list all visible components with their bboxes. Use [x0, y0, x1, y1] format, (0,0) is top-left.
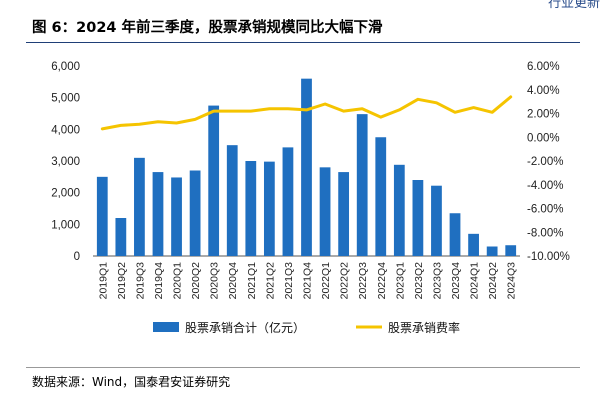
title-divider — [26, 42, 580, 43]
left-tick-label: 1,000 — [51, 219, 80, 231]
left-tick-label: 0 — [74, 251, 80, 263]
x-axis-ticks: 2019Q1 2019Q2 2019Q3 2019Q4 2020Q1 2020Q2 2020… — [97, 262, 517, 300]
x-tick-label: 2020Q3 — [209, 262, 221, 300]
right-tick-label: 0.00% — [527, 132, 560, 144]
left-tick-label: 6,000 — [51, 61, 80, 73]
x-tick-label: 2021Q3 — [283, 262, 295, 300]
x-tick-label: 2023Q3 — [431, 262, 443, 300]
x-tick-label: 2019Q4 — [153, 262, 165, 300]
right-tick-label: 6.00% — [527, 61, 560, 73]
left-tick-label: 2,000 — [51, 188, 80, 200]
bar-2022Q3 — [356, 114, 368, 256]
footer-divider — [26, 367, 580, 368]
bar-2021Q2 — [263, 161, 275, 256]
bar-2019Q3 — [134, 157, 145, 256]
x-tick-label: 2019Q2 — [116, 262, 128, 300]
legend-label-bar: 股票承销合计（亿元） — [185, 320, 305, 335]
bar-2024Q2 — [486, 246, 498, 256]
x-tick-label: 2021Q4 — [302, 262, 314, 300]
legend-label-line: 股票承销费率 — [388, 320, 460, 335]
report-section-tag: 行业更新 — [547, 0, 600, 11]
bar-2019Q4 — [152, 172, 164, 256]
left-axis-ticks: 0 1,000 2,000 3,000 4,000 5,000 6,000 — [51, 61, 80, 263]
bar-2021Q3 — [282, 147, 294, 256]
right-axis-ticks: -10.00% -8.00% -6.00% -4.00% -2.00% 0.00% 2.00… — [527, 61, 570, 263]
bar-2019Q1 — [96, 176, 108, 256]
right-tick-label: 4.00% — [527, 85, 560, 97]
x-tick-label: 2022Q3 — [357, 262, 369, 300]
right-tick-label: -6.00% — [527, 204, 563, 216]
x-tick-label: 2023Q2 — [413, 262, 425, 300]
bar-2023Q4 — [449, 213, 461, 256]
bar-2024Q3 — [505, 245, 517, 256]
bar-2019Q2 — [115, 218, 127, 256]
data-source-note: 数据来源：Wind，国泰君安证券研究 — [32, 375, 231, 389]
x-tick-label: 2019Q1 — [97, 262, 109, 300]
right-tick-label: -2.00% — [527, 156, 563, 168]
x-tick-label: 2022Q2 — [339, 262, 351, 300]
right-tick-label: -10.00% — [527, 251, 570, 263]
bar-2022Q4 — [375, 137, 387, 256]
x-tick-label: 2024Q1 — [469, 262, 481, 300]
fee-rate-line — [100, 95, 513, 131]
x-tick-label: 2020Q4 — [227, 262, 239, 300]
legend: 股票承销合计（亿元） 股票承销费率 — [153, 320, 460, 335]
bar-2023Q1 — [393, 164, 405, 256]
x-tick-label: 2019Q3 — [134, 262, 146, 300]
left-tick-label: 4,000 — [51, 124, 80, 136]
x-tick-label: 2021Q1 — [246, 262, 258, 300]
bar-2020Q2 — [189, 170, 201, 256]
x-tick-label: 2024Q2 — [487, 262, 499, 300]
bar-2020Q4 — [226, 145, 238, 256]
right-tick-label: 2.00% — [527, 109, 560, 121]
left-tick-label: 5,000 — [51, 93, 80, 105]
x-tick-label: 2022Q1 — [320, 262, 332, 300]
x-tick-label: 2023Q1 — [394, 262, 406, 300]
figure-title: 图 6：2024 年前三季度，股票承销规模同比大幅下滑 — [32, 20, 383, 36]
bar-2020Q1 — [171, 177, 182, 256]
x-tick-label: 2020Q2 — [190, 262, 202, 300]
left-tick-label: 3,000 — [51, 156, 80, 168]
x-tick-label: 2024Q3 — [506, 262, 518, 300]
bar-2022Q1 — [319, 167, 331, 256]
x-tick-label: 2023Q4 — [450, 262, 462, 300]
right-tick-label: -8.00% — [527, 227, 563, 239]
bar-2022Q2 — [338, 172, 350, 256]
bar-2021Q4 — [301, 78, 312, 257]
x-tick-label: 2021Q2 — [264, 262, 276, 300]
right-tick-label: -4.00% — [527, 180, 563, 192]
bar-2023Q2 — [412, 180, 424, 256]
bar-2020Q3 — [208, 105, 220, 256]
bar-series — [96, 78, 517, 257]
x-tick-label: 2022Q4 — [376, 262, 388, 300]
legend-swatch-bar — [153, 322, 179, 332]
bar-2021Q1 — [245, 161, 257, 256]
bar-2024Q1 — [468, 233, 479, 256]
bar-2023Q3 — [431, 185, 442, 256]
x-tick-label: 2020Q1 — [172, 262, 184, 300]
